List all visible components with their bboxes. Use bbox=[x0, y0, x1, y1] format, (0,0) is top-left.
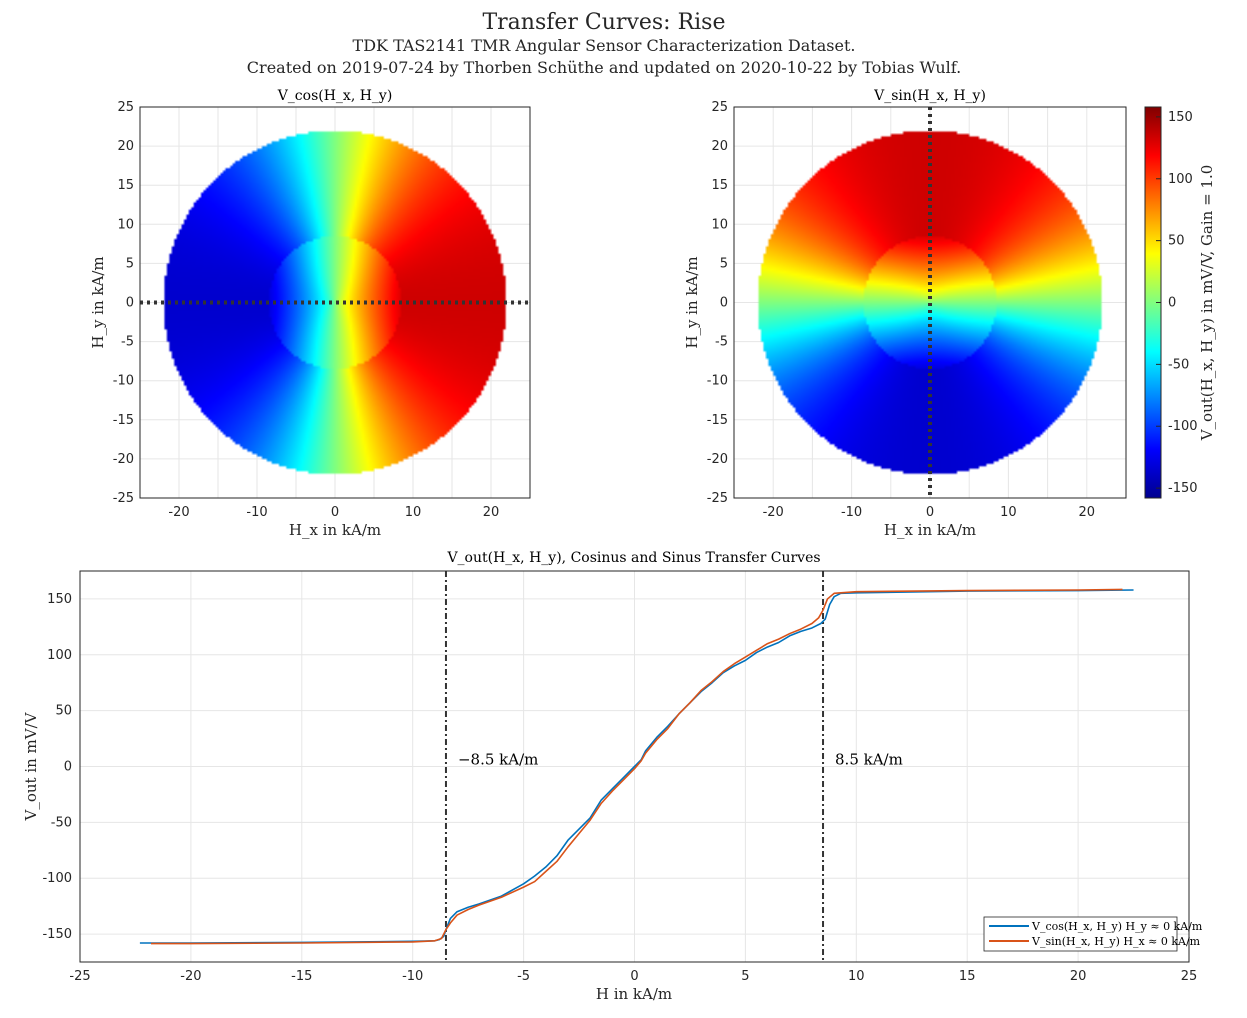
transfer-curve-series bbox=[139, 588, 1134, 945]
y-tick-label: 100 bbox=[47, 648, 72, 663]
heatmap-sin-ylabel: H_y in kA/m bbox=[683, 256, 701, 348]
y-tick-label: -20 bbox=[113, 452, 134, 467]
y-tick-label: 20 bbox=[117, 139, 134, 154]
y-tick-label: -25 bbox=[113, 491, 134, 506]
y-tick-label: -150 bbox=[42, 927, 72, 942]
y-tick-label: 5 bbox=[126, 256, 134, 271]
y-tick-label: 20 bbox=[711, 139, 728, 154]
y-tick-label: -100 bbox=[42, 871, 72, 886]
colorbar: -150 -100 -50 0 50 100 150 V_out(H_x, H_y) in … bbox=[1144, 106, 1216, 499]
y-tick-label: 0 bbox=[64, 760, 72, 775]
transfer-curve-title: V_out(H_x, H_y), Cosinus and Sinus Trans… bbox=[446, 550, 820, 566]
transfer-curve-ylabel: V_out in mV/V bbox=[22, 711, 40, 821]
colorbar-tick-label: 150 bbox=[1168, 110, 1193, 125]
colorbar-tick-label: 50 bbox=[1168, 234, 1185, 249]
x-tick-label: -5 bbox=[517, 969, 530, 984]
figure-credit: Created on 2019-07-24 by Thorben Schüthe… bbox=[247, 58, 961, 77]
heatmap-sin-xlabel: H_x in kA/m bbox=[884, 521, 976, 539]
colorbar-ticks: -150 -100 -50 0 50 100 150 bbox=[1156, 110, 1198, 496]
x-tick-label: 10 bbox=[405, 505, 422, 520]
figure-subtitle: TDK TAS2141 TMR Angular Sensor Character… bbox=[353, 36, 856, 55]
x-tick-label: 0 bbox=[630, 969, 638, 984]
x-tick-label: 25 bbox=[1181, 969, 1198, 984]
legend-label-sin: V_sin(H_x, H_y) H_x ≈ 0 kA/m bbox=[1031, 935, 1201, 948]
x-tick-label: 5 bbox=[741, 969, 749, 984]
heatmap-cos-axes-box bbox=[139, 106, 531, 499]
x-tick-label: -10 bbox=[402, 969, 423, 984]
heatmap-sin-ticks: -20 -10 0 10 20 -25 -20 -15 -10 -5 0 5 10 15 20 25 bbox=[707, 100, 1095, 520]
x-tick-label: 0 bbox=[331, 505, 339, 520]
heatmap-cos-xlabel: H_x in kA/m bbox=[289, 521, 381, 539]
y-tick-label: -25 bbox=[707, 491, 728, 506]
y-tick-label: 25 bbox=[711, 100, 728, 115]
x-tick-label: 10 bbox=[848, 969, 865, 984]
series-line-cos bbox=[139, 589, 1134, 944]
y-tick-label: -50 bbox=[51, 815, 72, 830]
colorbar-tick-label: -50 bbox=[1168, 357, 1189, 372]
x-tick-label: 20 bbox=[1079, 505, 1096, 520]
y-tick-label: 15 bbox=[711, 178, 728, 193]
x-tick-label: 0 bbox=[926, 505, 934, 520]
vline-label: −8.5 kA/m bbox=[458, 751, 538, 769]
x-tick-label: 20 bbox=[1070, 969, 1087, 984]
transfer-curve-xlabel: H in kA/m bbox=[596, 985, 672, 1003]
y-tick-label: 25 bbox=[117, 100, 134, 115]
x-tick-label: -10 bbox=[841, 505, 862, 520]
heatmap-sin-axes-box bbox=[733, 106, 1127, 499]
x-tick-label: -20 bbox=[168, 505, 189, 520]
y-tick-label: -10 bbox=[113, 374, 134, 389]
legend-box bbox=[983, 916, 1178, 952]
y-tick-label: -20 bbox=[707, 452, 728, 467]
heatmap-cos-ylabel: H_y in kA/m bbox=[89, 256, 107, 348]
y-tick-label: 50 bbox=[55, 704, 72, 719]
legend-label-cos: V_cos(H_x, H_y) H_y ≈ 0 kA/m bbox=[1031, 920, 1203, 933]
y-tick-label: -5 bbox=[715, 335, 728, 350]
y-tick-label: 150 bbox=[47, 592, 72, 607]
y-tick-label: -15 bbox=[113, 413, 134, 428]
y-tick-label: 0 bbox=[126, 296, 134, 311]
figure-title: Transfer Curves: Rise bbox=[482, 10, 725, 35]
transfer-curve-vlines: −8.5 kA/m 8.5 kA/m bbox=[444, 571, 903, 962]
legend: V_cos(H_x, H_y) H_y ≈ 0 kA/m V_sin(H_x, … bbox=[983, 916, 1203, 952]
x-tick-label: 10 bbox=[1000, 505, 1017, 520]
x-tick-label: 15 bbox=[959, 969, 976, 984]
heatmap-sin-title: V_sin(H_x, H_y) bbox=[873, 88, 986, 104]
colorbar-tick-label: -150 bbox=[1168, 481, 1198, 496]
series-line-sin bbox=[150, 588, 1123, 945]
y-tick-label: 10 bbox=[711, 217, 728, 232]
heatmap-cos-title: V_cos(H_x, H_y) bbox=[277, 88, 393, 104]
y-tick-label: 10 bbox=[117, 217, 134, 232]
transfer-curve-ticks: -25 -20 -15 -10 -5 0 5 10 15 20 25-150-100-5005010… bbox=[42, 592, 1197, 984]
heatmap-cos-panel: -20 -10 0 10 20 -25 -20 -15 -10 -5 0 5 10 15 20 25 V_co… bbox=[89, 88, 531, 539]
x-tick-label: -10 bbox=[246, 505, 267, 520]
colorbar-tick-label: 100 bbox=[1168, 172, 1193, 187]
colorbar-tick-label: -100 bbox=[1168, 419, 1198, 434]
heatmap-sin-panel: -20 -10 0 10 20 -25 -20 -15 -10 -5 0 5 10 15 20 25 V_si… bbox=[683, 88, 1127, 539]
transfer-curve-panel: −8.5 kA/m 8.5 kA/m -25 -20 -15 -10 -5 0 5 10 15 20… bbox=[22, 550, 1203, 1003]
x-tick-label: -20 bbox=[180, 969, 201, 984]
heatmap-cos-ticks: -20 -10 0 10 20 -25 -20 -15 -10 -5 0 5 10 15 20 25 bbox=[113, 100, 500, 520]
y-tick-label: 0 bbox=[720, 296, 728, 311]
colorbar-tick-label: 0 bbox=[1168, 296, 1176, 311]
x-tick-label: -15 bbox=[291, 969, 312, 984]
x-tick-label: -25 bbox=[69, 969, 90, 984]
x-tick-label: -20 bbox=[763, 505, 784, 520]
colorbar-label: V_out(H_x, H_y) in mV/V, Gain = 1.0 bbox=[1198, 165, 1216, 442]
transfer-curve-axes-box bbox=[79, 570, 1190, 963]
vline-label: 8.5 kA/m bbox=[835, 751, 903, 769]
y-tick-label: -15 bbox=[707, 413, 728, 428]
y-tick-label: 15 bbox=[117, 178, 134, 193]
y-tick-label: 5 bbox=[720, 256, 728, 271]
x-tick-label: 20 bbox=[483, 505, 500, 520]
y-tick-label: -5 bbox=[121, 335, 134, 350]
y-tick-label: -10 bbox=[707, 374, 728, 389]
